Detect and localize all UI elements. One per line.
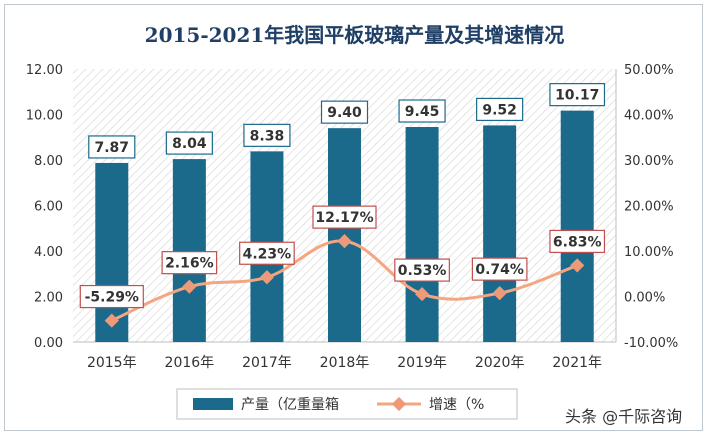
x-tick-label: 2021年 bbox=[552, 355, 602, 371]
x-tick-label: 2018年 bbox=[320, 355, 370, 371]
bar-value-label-box bbox=[165, 131, 213, 155]
bar-value-label-box bbox=[88, 135, 136, 159]
growth-value-label: -5.29% bbox=[85, 290, 139, 306]
growth-point bbox=[182, 279, 197, 294]
growth-value-label: 2.16% bbox=[165, 256, 214, 272]
growth-point bbox=[259, 270, 274, 285]
y-left-tick-label: 8.00 bbox=[34, 154, 63, 169]
growth-value-label-box bbox=[239, 241, 295, 265]
bar-value-label: 8.38 bbox=[250, 128, 285, 144]
y-right-tick-label: 40.00% bbox=[624, 109, 674, 124]
growth-value-label: 0.74% bbox=[475, 262, 524, 278]
chart-title: 2015-2021年我国平板玻璃产量及其增速情况 bbox=[144, 23, 565, 47]
y-right-tick-label: 0.00% bbox=[624, 291, 665, 306]
growth-value-label-box bbox=[549, 229, 606, 254]
x-tick-label: 2020年 bbox=[475, 355, 525, 371]
chart-svg: 0.00 2.00 4.00 6.00 8.00 10.00 12.00 -10.00% 0.0… bbox=[26, 63, 678, 420]
y-left-tick-label: 4.00 bbox=[34, 245, 63, 260]
y-right-tick-label: 50.00% bbox=[624, 63, 674, 78]
x-tick-label: 2015年 bbox=[87, 355, 137, 371]
growth-value-label: 4.23% bbox=[243, 246, 292, 262]
growth-point bbox=[492, 286, 507, 301]
growth-value-label-box bbox=[79, 284, 144, 309]
bar-value-label-box bbox=[398, 99, 446, 123]
growth-value-label: 6.83% bbox=[553, 234, 602, 250]
legend-line-label: 增速（% bbox=[429, 397, 484, 413]
bar-value-label: 8.04 bbox=[172, 136, 207, 152]
y-right-tick-label: 30.00% bbox=[624, 154, 674, 169]
growth-value-label-box bbox=[312, 205, 377, 229]
bar-value-label-box bbox=[320, 100, 369, 124]
bar-value-label-box bbox=[243, 123, 291, 147]
bar bbox=[95, 162, 129, 342]
y-right-tick-label: -10.00% bbox=[624, 336, 678, 351]
bar-value-label: 9.45 bbox=[405, 104, 440, 120]
legend-bar-label: 产量（亿重量箱 bbox=[241, 397, 339, 413]
growth-value-label-box bbox=[471, 257, 528, 281]
bar-value-label: 9.40 bbox=[327, 105, 362, 121]
y-right-tick-label: 20.00% bbox=[624, 200, 674, 215]
growth-point bbox=[415, 287, 430, 302]
bar-value-label: 10.17 bbox=[555, 88, 599, 104]
chart-frame: 2015-2021年我国平板玻璃产量及其增速情况 0.00 2.00 4.00 6.0… bbox=[4, 4, 703, 431]
x-tick-label: 2017年 bbox=[242, 355, 292, 371]
growth-value-label: 0.53% bbox=[398, 263, 447, 279]
y-left-tick-label: 10.00 bbox=[26, 109, 63, 124]
y-right-tick-label: 10.00% bbox=[624, 245, 674, 260]
bar-value-label: 9.52 bbox=[482, 102, 517, 118]
growth-point bbox=[570, 258, 585, 273]
legend-line-marker bbox=[391, 396, 407, 412]
legend-bar-swatch bbox=[193, 398, 233, 410]
growth-value-label-box bbox=[394, 258, 450, 282]
legend-box bbox=[176, 388, 518, 420]
bar bbox=[172, 159, 206, 342]
bar-value-label: 7.87 bbox=[95, 140, 130, 156]
growth-point bbox=[337, 234, 352, 249]
y-left-tick-label: 12.00 bbox=[26, 63, 63, 78]
bar bbox=[405, 127, 439, 342]
growth-value-label: 12.17% bbox=[315, 210, 373, 226]
x-tick-label: 2016年 bbox=[165, 355, 215, 371]
x-tick-label: 2019年 bbox=[397, 355, 447, 371]
bar bbox=[483, 125, 517, 342]
bar-value-label-box bbox=[476, 97, 524, 122]
y-left-tick-label: 0.00 bbox=[34, 336, 63, 351]
bar bbox=[560, 110, 594, 342]
y-left-tick-label: 2.00 bbox=[34, 291, 63, 306]
bar-value-label-box bbox=[549, 83, 606, 107]
growth-point bbox=[104, 313, 119, 328]
source-watermark: 头条 @千际咨询 bbox=[565, 407, 683, 426]
y-left-tick-label: 6.00 bbox=[34, 200, 63, 215]
growth-value-label-box bbox=[161, 251, 218, 275]
